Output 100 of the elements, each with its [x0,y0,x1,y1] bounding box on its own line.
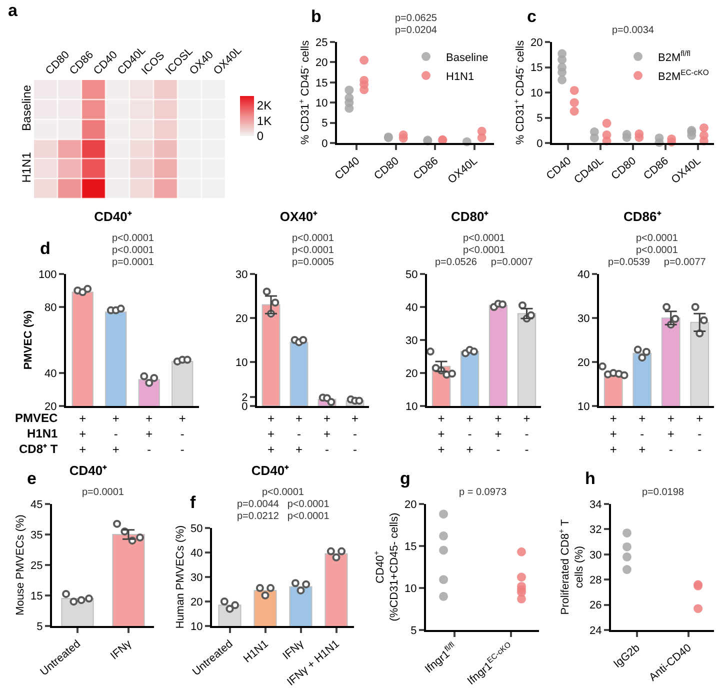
x-tick-label: + + - [494,411,502,457]
legend-label: B2M$^{fl/fl}$ [658,49,691,64]
text: p = 0.0973 [459,487,507,498]
text: p<0.0001 [292,233,334,244]
y-tick-label: 30 [236,268,248,281]
x-tick-label: + - - [178,411,186,457]
y-tick-label: 5 [410,624,417,637]
chart-subtitle: a [8,1,18,20]
y-tick-label: 10 [406,400,418,413]
color-bar-label: 0 [256,129,264,144]
text: p=0.0539 p=0.0077 [608,257,706,268]
text: p=0.0001 [82,487,124,498]
y-tick-label: 50 [406,268,418,281]
y-axis-title: CD40$^{+}$ (%CD31+CD45- cells) [372,512,401,622]
y-tick-label: 40 [44,368,57,380]
text: p=0.0005 [292,257,334,268]
chart-subtitle: e [27,469,36,488]
y-tick-label: 25 [30,560,43,572]
y-tick-label: 25 [316,36,328,49]
y-tick-label: 30 [578,312,590,325]
y-tick-label: 5 [322,118,328,130]
y-tick-label: 40 [578,268,590,281]
x-tick-label: + + + [79,411,86,457]
y-tick-label: 15 [404,540,417,553]
color-bar-label: 2K [256,98,272,112]
y-tick-label: 20 [316,57,328,70]
x-tick-label: + + - [667,411,674,457]
text: p=0.0212 p<0.0001 [237,511,330,522]
x-tick-label: + - - [696,411,704,457]
y-tick-label: 5 [36,620,43,633]
y-tick-label: 5 [536,112,543,125]
text: p=0.0625 [395,13,438,24]
y-tick-label: 24 [590,624,602,637]
text: p<0.0001 [292,245,334,256]
y-axis-title: Human PMVECs (%) [174,525,187,629]
y-axis-title: PMVEC (%) [22,310,35,370]
y-tick-label: 0 [242,400,248,413]
x-tick-label: + - - [523,411,530,457]
y-tick-label: 20 [406,368,418,380]
y-tick-label: 28 [590,574,602,586]
y-tick-label: 10 [236,356,248,369]
text: p<0.0001 [463,233,506,244]
x-tick-label: + + + [267,411,275,457]
x-tick-label: + + - [146,411,153,457]
x-axis-title: PMVEC H1N1 CD8⁺ T [15,411,58,456]
text: p=0.0034 [612,25,654,36]
y-tick-label: 15 [30,590,43,602]
y-tick-label: 15 [316,77,328,90]
x-tick-label: + - + [638,411,646,457]
y-tick-label: 30 [190,572,203,584]
y-tick-label: 40 [406,302,418,314]
x-tick-label: + + - [323,411,331,457]
chart-title: CD40⁺ [94,209,132,224]
y-axis-title: Mouse PMVECs (%) [14,514,27,616]
text: p<0.0001 [112,245,154,256]
legend-label: Baseline [446,52,488,64]
y-tick-label: 15 [530,62,543,74]
chart-subtitle: b [311,7,322,26]
chart-subtitle: g [400,469,410,488]
text: p<0.0001 [112,233,154,244]
chart-subtitle: h [585,469,596,488]
text: p<0.0001 [463,245,506,256]
legend-label: B2M$^{EC-cKO}$ [658,68,709,83]
y-tick-label: 20 [404,498,417,511]
text: p=0.0044 p<0.0001 [237,499,330,510]
y-tick-label: 10 [190,620,203,633]
chart-subtitle: f [190,493,196,512]
y-tick-label: 40 [190,547,203,560]
y-tick-label: Baseline [20,84,34,131]
chart-subtitle: d [40,239,50,258]
y-tick-label: 0 [322,138,328,150]
x-tick-label: + + + [610,411,617,457]
y-tick-label: 20 [44,400,57,413]
text: p=0.0204 [395,25,438,36]
y-tick-label: 32 [590,524,602,536]
color-bar-label: 1K [256,114,272,128]
x-tick-label: + - + [112,411,120,457]
y-tick-label: 20 [578,356,590,369]
chart-title: CD86⁺ [624,209,662,224]
y-tick-label: 20 [236,312,248,325]
x-tick-label: + - - [351,411,359,457]
y-tick-label: 20 [530,36,543,49]
y-tick-label: 80 [44,302,57,314]
y-tick-label: 10 [578,400,590,413]
chart-title: CD40⁺ [69,463,108,478]
y-tick-label: 45 [30,498,43,511]
chart-title: CD40⁺ [251,463,290,478]
y-tick-label: 30 [590,549,602,562]
chart-title: OX40⁺ [280,209,318,224]
y-tick-label: 30 [406,334,418,347]
y-tick-label: 50 [190,522,203,535]
text: p=0.0526 p=0.0007 [435,257,534,268]
y-tick-label: 10 [530,87,543,100]
text: p<0.0001 [636,233,678,244]
y-tick-label: 26 [590,600,602,612]
text: p=0.0001 [112,257,154,268]
x-tick-label: + + + [438,411,445,457]
y-tick-label: 34 [590,498,602,511]
chart-subtitle: c [527,7,536,26]
y-tick-label: 100 [38,268,57,281]
